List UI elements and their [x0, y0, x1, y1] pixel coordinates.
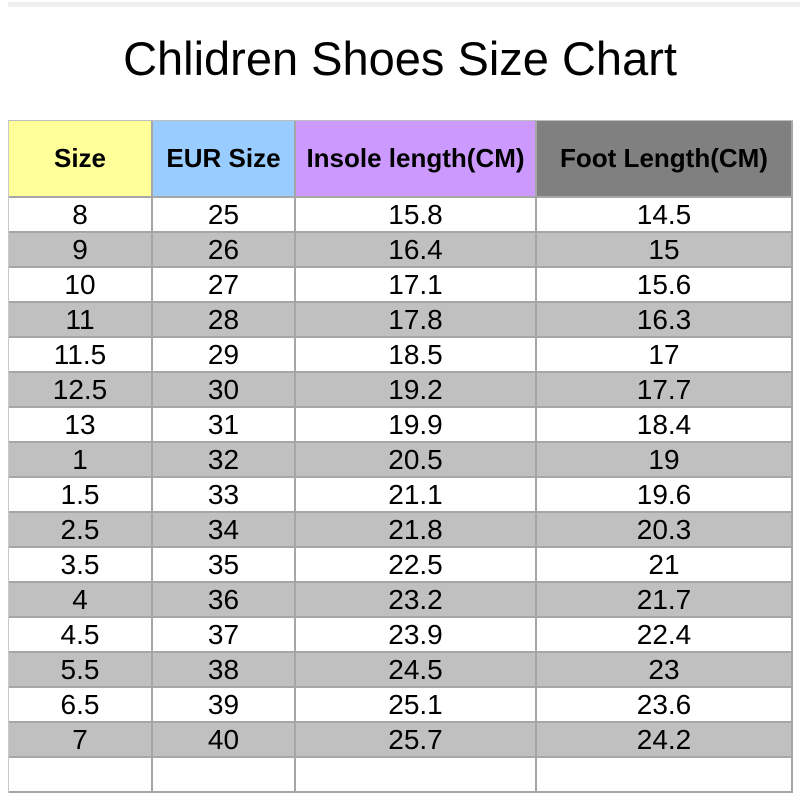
- table-cell: 17.1: [296, 268, 537, 303]
- table-cell: 36: [153, 583, 296, 618]
- table-cell: 27: [153, 268, 296, 303]
- table-cell: 4: [9, 583, 153, 618]
- table-cell: 19.2: [296, 373, 537, 408]
- table-cell: 31: [153, 408, 296, 443]
- table-cell: 13: [9, 408, 153, 443]
- table-cell: 17.7: [537, 373, 793, 408]
- table-row: 10 27 17.1 15.6: [9, 268, 793, 303]
- table-cell: [153, 758, 296, 793]
- table-row: 11 28 17.8 16.3: [9, 303, 793, 338]
- table-cell: 16.3: [537, 303, 793, 338]
- table-cell: 15: [537, 233, 793, 268]
- table-cell: 24.2: [537, 723, 793, 758]
- table-cell: 12.5: [9, 373, 153, 408]
- table-cell: 40: [153, 723, 296, 758]
- table-row: 1.5 33 21.1 19.6: [9, 478, 793, 513]
- table-row: 5.5 38 24.5 23: [9, 653, 793, 688]
- column-header-foot-length-cm: Foot Length(CM): [537, 121, 793, 198]
- table-cell: 22.5: [296, 548, 537, 583]
- table-cell: 15.6: [537, 268, 793, 303]
- table-cell: 3.5: [9, 548, 153, 583]
- column-header-insole-length-cm: Insole length(CM): [296, 121, 537, 198]
- size-chart-table: Size EUR Size Insole length(CM) Foot Length…: [8, 120, 793, 793]
- table-row: 13 31 19.9 18.4: [9, 408, 793, 443]
- page-title: Chlidren Shoes Size Chart: [123, 32, 677, 85]
- table-cell: 35: [153, 548, 296, 583]
- table-cell: 21.1: [296, 478, 537, 513]
- table-cell: 21: [537, 548, 793, 583]
- table-cell: 25.1: [296, 688, 537, 723]
- table-cell: [9, 758, 153, 793]
- table-row: 9 26 16.4 15: [9, 233, 793, 268]
- table-cell: 10: [9, 268, 153, 303]
- table-cell: 26: [153, 233, 296, 268]
- table-cell: 20.3: [537, 513, 793, 548]
- table-cell: 7: [9, 723, 153, 758]
- table-cell: 14.5: [537, 198, 793, 233]
- table-cell: 18.4: [537, 408, 793, 443]
- table-cell: 23: [537, 653, 793, 688]
- table-cell: 19: [537, 443, 793, 478]
- table-cell: [537, 758, 793, 793]
- table-cell: 32: [153, 443, 296, 478]
- table-cell: 1: [9, 443, 153, 478]
- table-cell: 25: [153, 198, 296, 233]
- table-cell: 15.8: [296, 198, 537, 233]
- table-body: 8 25 15.8 14.5 9 26 16.4 15 10 27 17.1 15.6 11 28 17.8…: [9, 198, 793, 793]
- table-cell: 1.5: [9, 478, 153, 513]
- table-row: 2.5 34 21.8 20.3: [9, 513, 793, 548]
- column-header-size: Size: [9, 121, 153, 198]
- table-row: 3.5 35 22.5 21: [9, 548, 793, 583]
- table-row: 4 36 23.2 21.7: [9, 583, 793, 618]
- table-row: 8 25 15.8 14.5: [9, 198, 793, 233]
- table-cell: 4.5: [9, 618, 153, 653]
- table-cell: 17: [537, 338, 793, 373]
- table-cell: 19.6: [537, 478, 793, 513]
- table-cell: 30: [153, 373, 296, 408]
- table-cell: 2.5: [9, 513, 153, 548]
- table-cell: 5.5: [9, 653, 153, 688]
- table-cell: 9: [9, 233, 153, 268]
- table-cell: 11.5: [9, 338, 153, 373]
- table-cell: 16.4: [296, 233, 537, 268]
- table-cell: 8: [9, 198, 153, 233]
- table-cell: 6.5: [9, 688, 153, 723]
- table-cell: 22.4: [537, 618, 793, 653]
- table-cell: 20.5: [296, 443, 537, 478]
- table-cell: 25.7: [296, 723, 537, 758]
- table-cell: 23.9: [296, 618, 537, 653]
- table-cell: [296, 758, 537, 793]
- table-cell: 38: [153, 653, 296, 688]
- table-cell: 11: [9, 303, 153, 338]
- table-cell: 37: [153, 618, 296, 653]
- table-cell: 34: [153, 513, 296, 548]
- table-cell: 19.9: [296, 408, 537, 443]
- column-header-eur-size: EUR Size: [153, 121, 296, 198]
- table-cell: 24.5: [296, 653, 537, 688]
- table-cell: 39: [153, 688, 296, 723]
- table-cell: 23.6: [537, 688, 793, 723]
- table-cell: 18.5: [296, 338, 537, 373]
- table-cell: 17.8: [296, 303, 537, 338]
- table-row: [9, 758, 793, 793]
- table-row: 6.5 39 25.1 23.6: [9, 688, 793, 723]
- table-cell: 33: [153, 478, 296, 513]
- table-cell: 23.2: [296, 583, 537, 618]
- table-cell: 28: [153, 303, 296, 338]
- table-row: 1 32 20.5 19: [9, 443, 793, 478]
- table-row: 12.5 30 19.2 17.7: [9, 373, 793, 408]
- table-cell: 21.7: [537, 583, 793, 618]
- header-row: Size EUR Size Insole length(CM) Foot Length…: [9, 121, 793, 198]
- table-row: 4.5 37 23.9 22.4: [9, 618, 793, 653]
- table-cell: 21.8: [296, 513, 537, 548]
- table-cell: 29: [153, 338, 296, 373]
- table-row: 11.5 29 18.5 17: [9, 338, 793, 373]
- top-strip: [8, 2, 800, 7]
- table-row: 7 40 25.7 24.2: [9, 723, 793, 758]
